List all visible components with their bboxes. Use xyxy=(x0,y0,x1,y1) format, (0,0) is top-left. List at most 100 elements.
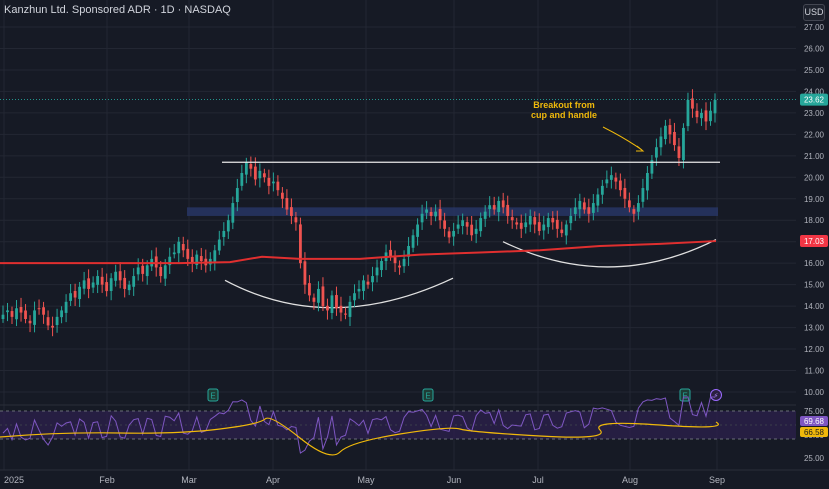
chart-title: Kanzhun Ltd. Sponsored ADR · 1D · NASDAQ xyxy=(4,4,231,16)
rsi-ma-badge xyxy=(800,427,828,437)
candle-body xyxy=(249,164,253,169)
candle-body xyxy=(163,265,167,279)
price-tick-label: 10.00 xyxy=(804,388,825,397)
candle-body xyxy=(172,252,176,255)
candle-body xyxy=(591,203,595,213)
currency-button[interactable]: USD xyxy=(803,4,825,21)
candle-body xyxy=(132,276,136,287)
candle-body xyxy=(60,310,63,318)
last-price-label: 23.62 xyxy=(804,96,825,105)
candle-body xyxy=(492,205,496,210)
candle-body xyxy=(217,239,221,251)
candle-body xyxy=(682,127,685,161)
candle-body xyxy=(609,175,613,180)
candle-body xyxy=(118,271,122,281)
candle-body xyxy=(700,112,703,119)
annotation-arrow xyxy=(602,126,643,151)
time-tick-label: May xyxy=(357,475,375,485)
candle-body xyxy=(159,266,163,277)
candle-body xyxy=(226,220,230,232)
candle-body xyxy=(564,224,568,236)
candle-body xyxy=(114,271,118,281)
candle-body xyxy=(636,203,640,212)
candle-body xyxy=(519,222,523,229)
price-tick-label: 21.00 xyxy=(804,152,825,161)
candle-body xyxy=(6,310,9,313)
cup-curves xyxy=(224,238,717,309)
candle-body xyxy=(42,307,45,315)
earnings-label: E xyxy=(682,392,687,401)
candle-body xyxy=(429,211,433,216)
candle-body xyxy=(501,200,505,208)
candle-body xyxy=(659,136,663,148)
earnings-marker xyxy=(679,388,691,402)
candle-body xyxy=(438,209,442,221)
candle-body xyxy=(691,98,694,109)
candle-body xyxy=(240,173,244,186)
candle-body xyxy=(177,241,181,254)
candle-body xyxy=(542,224,546,231)
candle-body xyxy=(474,228,478,234)
candle-body xyxy=(109,278,113,291)
candle-body xyxy=(73,290,77,298)
time-axis[interactable]: 2025 Feb Mar Apr May Jun Jul Aug Sep xyxy=(0,469,829,485)
time-tick-label: Jul xyxy=(532,475,544,485)
candle-body xyxy=(357,288,361,292)
price-tick-label: 13.00 xyxy=(804,324,825,333)
candle-body xyxy=(614,177,618,182)
candle-body xyxy=(447,231,451,238)
candle-body xyxy=(244,162,248,175)
candle-body xyxy=(303,261,307,285)
candle-body xyxy=(235,188,239,202)
event-markers: E E E ⚡ xyxy=(207,388,722,402)
price-tick-label: 19.00 xyxy=(804,195,825,204)
candle-body xyxy=(141,265,145,274)
candle-body xyxy=(28,320,32,324)
candle-body xyxy=(55,316,59,326)
ma-price-label: 17.03 xyxy=(804,237,825,246)
candle-body xyxy=(154,256,158,268)
price-tick-label: 20.00 xyxy=(804,173,825,182)
candle-body xyxy=(330,295,334,313)
candle-body xyxy=(100,276,104,285)
candle-body xyxy=(312,297,316,302)
candle-body xyxy=(497,200,501,213)
candle-body xyxy=(569,215,573,224)
time-tick-label: Sep xyxy=(709,475,725,485)
candle-body xyxy=(398,265,401,268)
support-zone xyxy=(187,207,718,216)
candle-body xyxy=(709,110,712,122)
candle-body xyxy=(515,222,519,225)
candle-body xyxy=(510,217,514,221)
price-tick-label: 26.00 xyxy=(804,44,825,53)
candle-body xyxy=(646,173,649,191)
candle-body xyxy=(668,125,672,135)
rsi-tick-label: 25.00 xyxy=(804,454,825,463)
candle-body xyxy=(317,288,320,303)
candle-body xyxy=(713,100,717,114)
candle-body xyxy=(190,256,194,264)
rsi-value-label: 69.68 xyxy=(804,417,825,426)
candle-body xyxy=(69,293,72,301)
candle-body xyxy=(326,305,329,311)
candle-body xyxy=(145,265,149,277)
candle-body xyxy=(353,293,356,301)
price-axis[interactable]: 27.00 26.00 25.00 24.00 23.00 22.00 21.00 20.00… xyxy=(0,0,829,470)
candle-body xyxy=(600,185,604,195)
candle-body xyxy=(686,100,690,127)
candle-body xyxy=(537,222,541,231)
candle-body xyxy=(87,278,91,289)
candle-body xyxy=(528,215,532,225)
earnings-marker xyxy=(207,388,219,402)
dividend-label: ⚡ xyxy=(714,392,719,400)
candle-body xyxy=(51,325,54,328)
price-tick-label: 14.00 xyxy=(804,302,825,311)
candle-body xyxy=(127,284,131,291)
candle-body xyxy=(1,314,5,319)
ma-line xyxy=(0,240,717,265)
candle-body xyxy=(123,277,127,289)
earnings-label: E xyxy=(425,392,430,401)
candle-body xyxy=(371,276,374,283)
candle-body xyxy=(37,308,41,310)
